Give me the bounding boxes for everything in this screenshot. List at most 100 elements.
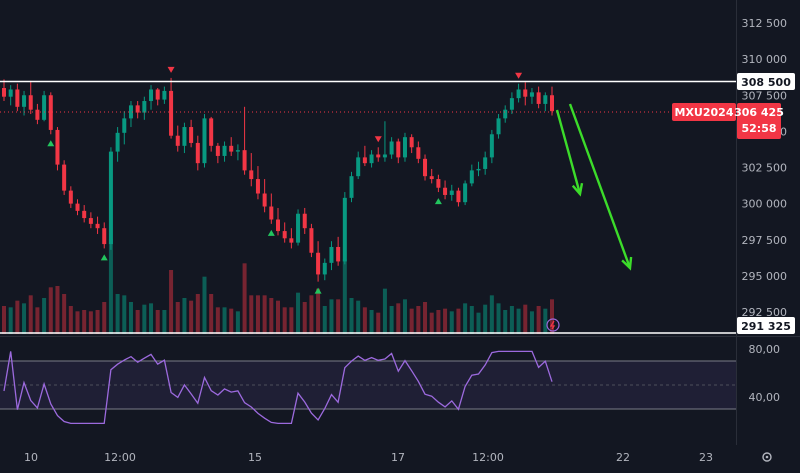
candle-body <box>342 197 347 262</box>
gear-icon[interactable] <box>762 452 772 462</box>
candle-body <box>62 164 67 191</box>
volume-bar <box>255 295 260 334</box>
volume-bar <box>128 302 133 334</box>
candle-body <box>316 252 321 275</box>
volume-bar <box>155 310 160 334</box>
candle-body <box>476 168 481 171</box>
candle-body <box>503 109 508 119</box>
down-arrow-long <box>568 103 632 269</box>
candle-body <box>142 101 147 113</box>
candle-body <box>48 95 53 130</box>
candle-body <box>242 150 247 171</box>
candle-body <box>108 151 113 245</box>
candle-body <box>75 203 80 211</box>
price-pane[interactable] <box>0 0 736 336</box>
candle-body <box>155 89 160 100</box>
resistance-label: 308 500 <box>741 76 791 89</box>
volume-bar <box>322 306 327 334</box>
candle-body <box>255 179 260 194</box>
sell-signal-marker <box>167 66 175 73</box>
candle-body <box>362 157 367 164</box>
candle-body <box>22 95 27 107</box>
candle-body <box>449 190 454 195</box>
volume-bar <box>423 302 428 334</box>
volume-bar <box>8 307 13 334</box>
bar-countdown: 52:58 <box>741 122 776 135</box>
candle-body <box>409 137 414 148</box>
candle-body <box>195 142 200 164</box>
down-arrow-long-head <box>621 256 633 271</box>
candle-body <box>296 213 301 243</box>
candle-body <box>115 132 120 152</box>
volume-bar <box>416 306 421 334</box>
candle-body <box>175 135 180 146</box>
price-tick-label: 302 500 <box>742 162 788 175</box>
volume-bar <box>396 303 401 334</box>
lightning-bolt <box>549 320 556 330</box>
sell-signal-marker <box>374 136 382 143</box>
candle-body <box>463 183 468 203</box>
candle-body <box>483 157 488 169</box>
volume-bar <box>242 263 247 334</box>
price-tick-label: 300 000 <box>742 198 788 211</box>
volume-bar <box>449 311 454 334</box>
candle-body <box>376 154 381 158</box>
candle-body <box>202 118 207 164</box>
volume-bar <box>483 304 488 334</box>
volume-bar <box>15 300 20 334</box>
buy-signal-marker <box>314 287 322 294</box>
volume-bar <box>102 302 107 334</box>
volume-bar <box>543 308 548 334</box>
candle-body <box>169 90 174 136</box>
buy-signal-marker <box>100 254 108 261</box>
volume-bar <box>476 312 481 334</box>
price-tick-label: 310 000 <box>742 53 788 66</box>
volume-bar <box>282 307 287 334</box>
volume-bar <box>496 303 501 334</box>
volume-bar <box>356 300 361 334</box>
volume-bar <box>122 295 127 334</box>
rsi-axis: 80,00 40,00 <box>749 343 781 404</box>
volume-bar <box>142 304 147 334</box>
candle-body <box>15 89 20 107</box>
candle-body <box>42 95 47 120</box>
time-tick-label: 15 <box>248 451 262 464</box>
volume-bar <box>409 308 414 334</box>
time-tick-label: 12:00 <box>472 451 504 464</box>
resistance-tag: 308 500 <box>737 73 795 90</box>
volume-bar <box>549 299 555 334</box>
candle-body <box>309 228 314 253</box>
volume-bar <box>95 310 100 334</box>
volume-bar <box>108 239 113 334</box>
volume-bar <box>175 302 180 334</box>
candle-body <box>1 88 7 97</box>
rsi-tick-label: 80,00 <box>749 343 781 356</box>
volume-bar <box>509 306 514 334</box>
rsi-pane[interactable] <box>0 337 736 445</box>
candle-body <box>516 89 521 99</box>
volume-bar <box>189 300 194 334</box>
candle-body <box>429 176 434 180</box>
drawings[interactable] <box>0 80 736 334</box>
buy-signal-marker <box>47 140 55 147</box>
volume-bar <box>22 303 27 334</box>
volume-bar <box>529 311 534 334</box>
support-tag: 291 325 <box>737 317 795 334</box>
volume-bar <box>182 298 187 334</box>
candle-body <box>523 89 528 97</box>
support-label: 291 325 <box>741 320 791 333</box>
candle-body <box>282 231 287 239</box>
volume-bar <box>463 303 468 334</box>
candle-body <box>382 154 387 158</box>
time-axis[interactable]: 10 12:00 15 17 12:00 22 23 <box>24 451 713 464</box>
candle-body <box>356 157 361 177</box>
candle-body <box>496 118 501 135</box>
volume-bar <box>215 307 220 334</box>
volume-bar <box>249 295 254 334</box>
candle-body <box>389 141 394 155</box>
volume-bar <box>456 308 461 334</box>
volume-bar <box>55 286 60 334</box>
volume-bar <box>309 295 314 334</box>
